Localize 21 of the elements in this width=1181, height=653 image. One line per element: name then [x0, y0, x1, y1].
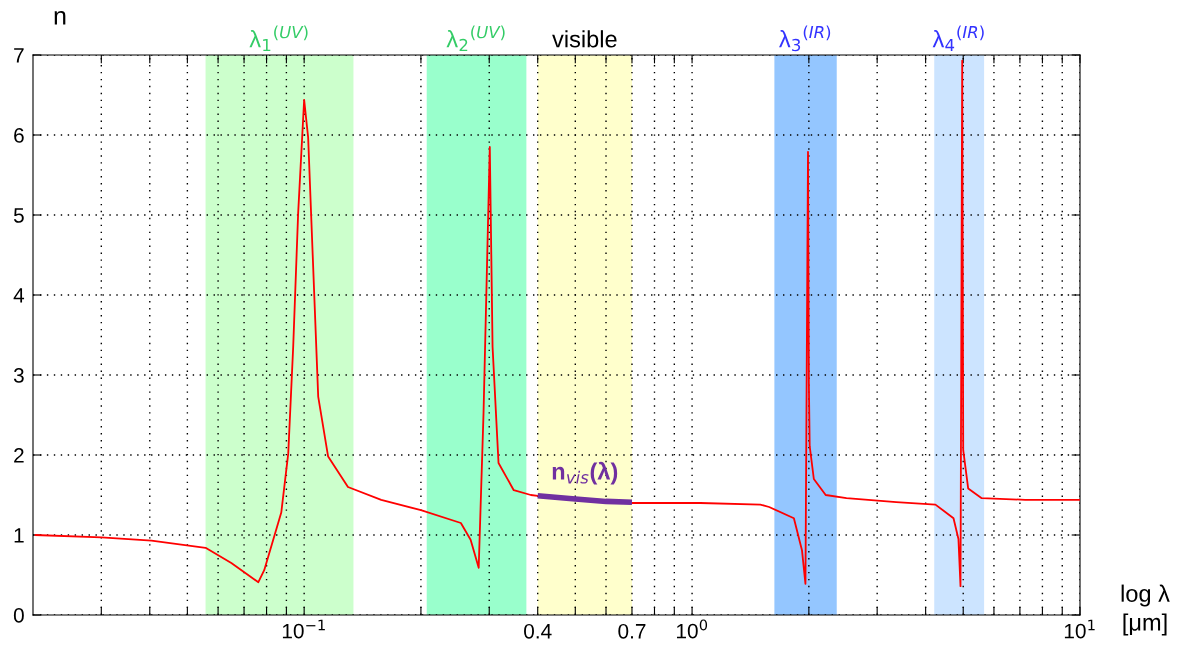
y-tick-label: 3	[13, 368, 24, 383]
y-tick-label: 1	[14, 528, 24, 543]
y-tick-label: 6	[14, 128, 24, 143]
x-tick-label: 0.4	[524, 623, 552, 639]
y-tick-label: 5	[13, 208, 24, 223]
y-tick-label: 4	[13, 288, 25, 303]
band-label: λ$_{3}$$^{(IR)}$	[779, 25, 831, 52]
y-axis-title: n	[54, 11, 66, 25]
band-label: visible	[552, 30, 617, 48]
y-tick-label: 2	[14, 448, 24, 463]
x-tick-label: 10$^{1}$	[1064, 619, 1095, 639]
y-tick-label: 0	[13, 608, 24, 623]
x-tick-label: 10$^{−1}$	[282, 619, 325, 639]
x-tick-label: 0.7	[618, 623, 646, 639]
band-label: λ$_{4}$$^{(IR)}$	[932, 25, 984, 52]
x-axis-title: log λ [μm]	[1121, 584, 1170, 636]
y-tick-label: 7	[14, 48, 24, 63]
band-label: λ$_{2}$$^{(UV)}$	[446, 25, 505, 52]
band-label: λ$_{1}$$^{(UV)}$	[249, 25, 308, 52]
x-tick-label: 10$^{0}$	[677, 619, 708, 639]
series-label: n$_{vis}$(λ)	[552, 461, 618, 485]
